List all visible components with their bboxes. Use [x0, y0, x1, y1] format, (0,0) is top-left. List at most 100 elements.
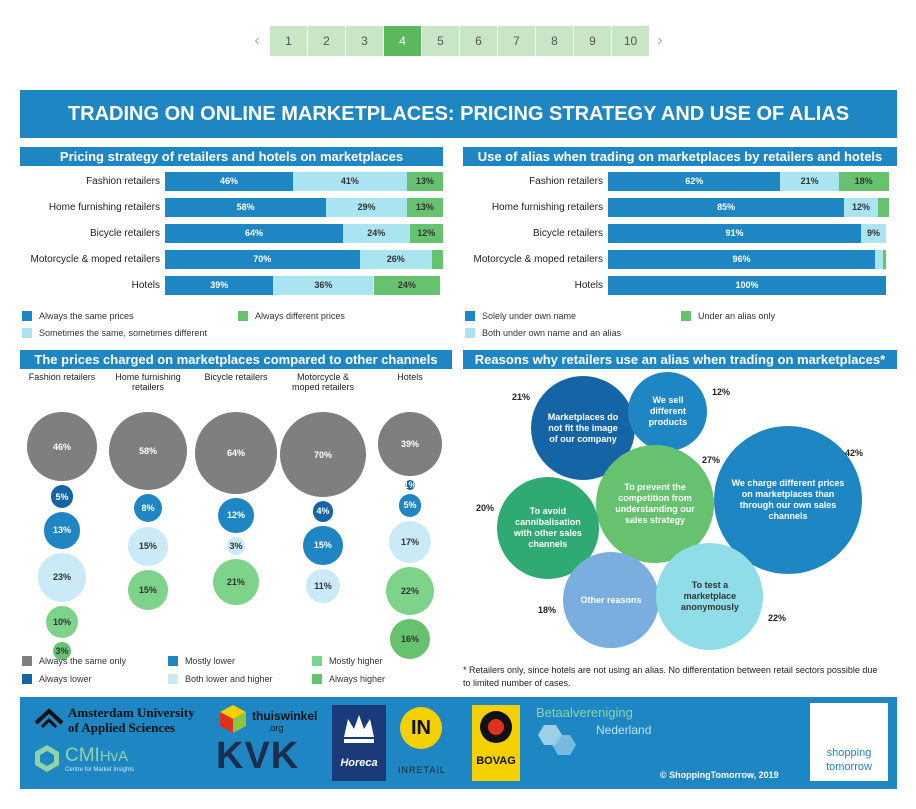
bubble: 23%	[37, 552, 87, 602]
page-10-button[interactable]: 10	[612, 26, 649, 56]
reason-percent: 18%	[538, 605, 557, 615]
reason-label: We charge different prices on marketplac…	[731, 478, 845, 521]
reason-bubble: Other reasons	[562, 551, 660, 649]
bubble: 1%	[403, 479, 417, 490]
legend-label: Always the same only	[39, 656, 127, 666]
bar-category-label: Motorcycle & moped retailers	[473, 254, 604, 265]
bar-category-label: Motorcycle & moped retailers	[30, 254, 161, 265]
bovag-emblem-icon	[480, 711, 512, 743]
footnote: * Retailers only, since hotels are not u…	[463, 665, 878, 688]
betaalvereniging-logo-icon	[532, 721, 582, 766]
reason-bubble: We sell different products	[628, 372, 708, 452]
bar-segment: 24%	[342, 224, 410, 243]
reason-label: Marketplaces do not fit the image of our…	[547, 411, 619, 444]
reason-bubble: We charge different prices on marketplac…	[714, 426, 862, 574]
legend-swatch	[22, 656, 32, 666]
reason-percent: 42%	[845, 448, 864, 458]
page-4-button[interactable]: 4	[384, 26, 421, 56]
bubble: 16%	[389, 618, 431, 660]
bar-segment: 13%	[406, 172, 443, 191]
bubble: 21%	[212, 558, 260, 606]
bar-segment	[874, 250, 884, 269]
reason-label: Other reasons	[580, 594, 642, 605]
cmi-subtitle: Centre for Market Insights	[65, 767, 135, 773]
horeca-text: Horeca	[340, 757, 378, 769]
reason-label: We sell different products	[648, 395, 688, 428]
bubble: 46%	[27, 412, 97, 482]
shoppingtomorrow-line2: tomorrow	[826, 761, 872, 773]
page-7-button[interactable]: 7	[498, 26, 535, 56]
bar-segment	[431, 250, 443, 269]
bovag-logo: BOVAG	[472, 705, 520, 781]
footer: Amsterdam University of Applied Sciences…	[20, 697, 897, 789]
bubble: 39%	[378, 412, 442, 476]
bubble: 11%	[306, 569, 340, 603]
bar-segment: 9%	[861, 224, 886, 243]
column-title: Bicycle retailers	[204, 372, 268, 382]
bar-segment: 85%	[608, 198, 845, 217]
bar-segment: 41%	[292, 172, 407, 191]
legend-label: Always higher	[329, 674, 386, 684]
bar-segment: 62%	[608, 172, 781, 191]
page-1-button[interactable]: 1	[270, 26, 307, 56]
legend-swatch	[465, 311, 475, 321]
inretail-text: INRETAIL	[398, 765, 446, 775]
bubble: 5%	[398, 493, 422, 517]
prices-compared-title: The prices charged on marketplaces compa…	[20, 350, 452, 369]
legend-label: Solely under own name	[482, 311, 577, 321]
bubble: 15%	[128, 526, 168, 566]
bubble: 8%	[133, 493, 163, 523]
bovag-text: BOVAG	[476, 755, 516, 767]
bar-segment: 26%	[359, 250, 432, 269]
reason-bubble: To test a marketplace anonymously	[656, 543, 764, 651]
alias-use-title: Use of alias when trading on marketplace…	[463, 147, 897, 166]
bubble: 3%	[53, 641, 71, 660]
page-3-button[interactable]: 3	[346, 26, 383, 56]
legend-label: Mostly lower	[185, 656, 236, 666]
hva-logo-icon	[34, 707, 64, 734]
legend-swatch	[22, 328, 32, 338]
bar-segment: 100%	[608, 276, 886, 295]
legend-label: Both lower and higher	[185, 674, 273, 684]
legend-swatch	[312, 656, 322, 666]
bar-segment: 58%	[165, 198, 327, 217]
page-9-button[interactable]: 9	[574, 26, 611, 56]
legend-label: Always different prices	[255, 311, 345, 321]
pagination-prev-button[interactable]: ‹	[254, 32, 260, 49]
reason-percent: 27%	[702, 455, 721, 465]
horeca-logo: Horeca	[332, 705, 386, 781]
bar-segment	[877, 198, 889, 217]
bubble: 15%	[128, 570, 168, 610]
shoppingtomorrow-line1: shopping	[826, 747, 872, 759]
reason-bubble: To avoid cannibalisation with other sale…	[496, 476, 599, 579]
bar-category-label: Home furnishing retailers	[48, 202, 160, 213]
reason-percent: 22%	[768, 613, 787, 623]
bar-segment: 39%	[165, 276, 274, 295]
bubble: 70%	[280, 412, 366, 498]
bubble: 13%	[43, 512, 81, 549]
reason-percent: 12%	[712, 387, 731, 397]
bar-category-label: Fashion retailers	[529, 176, 603, 187]
page-2-button[interactable]: 2	[308, 26, 345, 56]
legend-swatch	[681, 311, 691, 321]
bar-segment: 70%	[165, 250, 360, 269]
page-8-button[interactable]: 8	[536, 26, 573, 56]
reason-label: To prevent the competition from understa…	[615, 482, 695, 526]
bubble: 64%	[195, 412, 277, 494]
bubble: 10%	[45, 605, 79, 638]
page-5-button[interactable]: 5	[422, 26, 459, 56]
bar-segment: 29%	[326, 198, 407, 217]
bubble: 12%	[218, 497, 254, 533]
legend-swatch	[22, 311, 32, 321]
bar-segment: 91%	[608, 224, 861, 243]
page-6-button[interactable]: 6	[460, 26, 497, 56]
bubble: 5%	[50, 485, 74, 508]
bar-segment: 13%	[406, 198, 443, 217]
legend-label: Both under own name and an alias	[482, 328, 622, 338]
legend-swatch	[168, 656, 178, 666]
reason-label: To avoid cannibalisation with other sale…	[513, 505, 582, 549]
bubble: 3%	[227, 536, 245, 555]
reason-percent: 21%	[512, 392, 531, 402]
pagination-next-button[interactable]: ›	[657, 32, 663, 49]
legend-label: Mostly higher	[329, 656, 383, 666]
